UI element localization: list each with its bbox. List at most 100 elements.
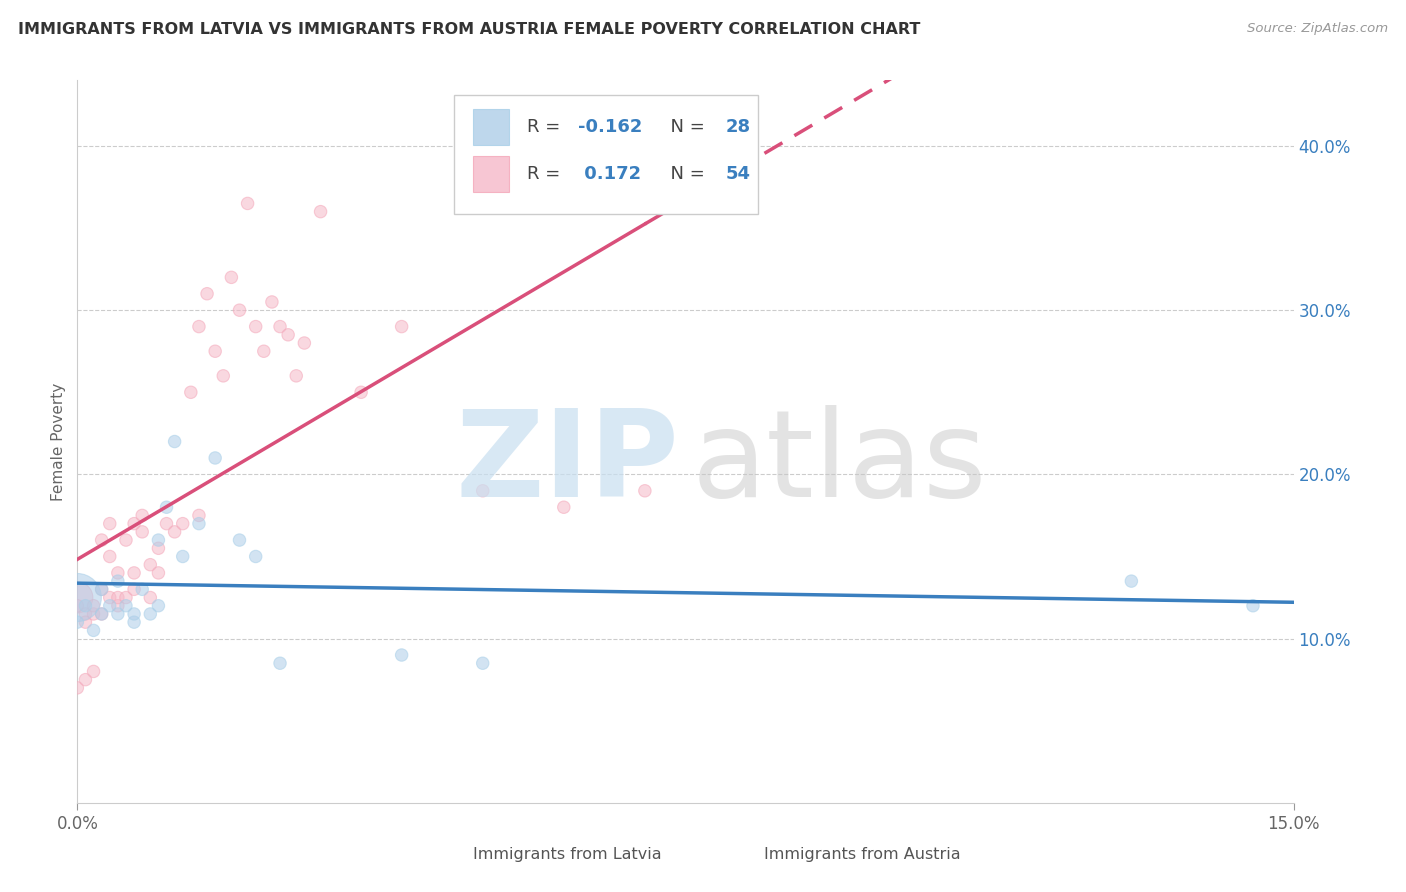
FancyBboxPatch shape (436, 843, 463, 870)
Point (188, 508, 211, 523)
Point (122, 615, 145, 630)
Point (277, 327, 299, 342)
Point (66, 591, 89, 605)
Point (107, 574, 129, 588)
Point (83, 665, 105, 679)
Point (148, 566, 170, 580)
Point (1241, 599, 1264, 613)
Point (155, 516, 177, 531)
Point (66, 615, 89, 630)
Point (245, 319, 267, 334)
Point (204, 450, 226, 465)
Point (75, 599, 97, 613)
Point (391, 319, 413, 334)
Point (260, 295, 283, 310)
Point (292, 336, 315, 351)
Point (634, 483, 657, 498)
Point (122, 516, 145, 531)
Point (122, 566, 145, 580)
Point (204, 344, 226, 359)
Point (139, 558, 162, 572)
Point (75, 615, 97, 630)
Point (180, 385, 202, 400)
Point (122, 582, 145, 597)
Text: R =: R = (527, 165, 567, 183)
FancyBboxPatch shape (454, 95, 758, 214)
FancyBboxPatch shape (728, 843, 755, 870)
Point (228, 303, 250, 318)
FancyBboxPatch shape (472, 109, 509, 145)
Y-axis label: Female Poverty: Female Poverty (51, 383, 66, 500)
Point (228, 533, 250, 547)
Point (107, 607, 129, 621)
Point (269, 319, 291, 334)
Point (350, 385, 373, 400)
Point (471, 483, 494, 498)
Text: R =: R = (527, 119, 567, 136)
Text: atlas: atlas (692, 405, 987, 522)
Point (98, 599, 121, 613)
Point (107, 566, 129, 580)
Point (139, 591, 162, 605)
Point (90, 582, 112, 597)
Point (471, 657, 494, 671)
Point (236, 196, 259, 211)
Point (553, 500, 575, 515)
Text: 54: 54 (725, 165, 751, 183)
Point (163, 434, 186, 449)
Point (221, 270, 243, 285)
Point (122, 607, 145, 621)
Point (212, 368, 235, 383)
Point (83, 624, 105, 638)
Text: 28: 28 (725, 119, 751, 136)
Point (83, 599, 105, 613)
Point (90, 607, 112, 621)
Point (155, 500, 177, 515)
Point (188, 516, 211, 531)
Point (253, 344, 276, 359)
Point (391, 648, 413, 662)
Point (148, 541, 170, 556)
Point (83, 607, 105, 621)
Point (98, 591, 121, 605)
Point (98, 549, 121, 564)
Text: N =: N = (658, 119, 710, 136)
Point (172, 549, 194, 564)
Point (195, 286, 218, 301)
Point (75, 607, 97, 621)
Point (245, 549, 267, 564)
FancyBboxPatch shape (472, 156, 509, 193)
Point (309, 204, 332, 219)
Point (139, 607, 162, 621)
Text: 0.172: 0.172 (578, 165, 641, 183)
Point (90, 533, 112, 547)
Point (107, 599, 129, 613)
Text: Immigrants from Austria: Immigrants from Austria (765, 847, 962, 863)
Point (1121, 574, 1143, 588)
Point (98, 516, 121, 531)
Point (115, 533, 138, 547)
Point (131, 582, 153, 597)
Text: ZIP: ZIP (456, 405, 679, 522)
Point (131, 508, 153, 523)
Point (148, 533, 170, 547)
Point (66, 599, 89, 613)
Point (188, 319, 211, 334)
Point (115, 599, 138, 613)
Point (90, 582, 112, 597)
Point (66, 591, 89, 605)
Text: Source: ZipAtlas.com: Source: ZipAtlas.com (1247, 22, 1388, 36)
Point (90, 607, 112, 621)
Text: Immigrants from Latvia: Immigrants from Latvia (472, 847, 661, 863)
Point (163, 524, 186, 539)
Point (75, 673, 97, 687)
Point (115, 591, 138, 605)
Text: -0.162: -0.162 (578, 119, 643, 136)
Point (66, 681, 89, 695)
Point (148, 599, 170, 613)
Point (107, 591, 129, 605)
Point (269, 657, 291, 671)
Point (285, 368, 308, 383)
Point (172, 516, 194, 531)
Text: IMMIGRANTS FROM LATVIA VS IMMIGRANTS FROM AUSTRIA FEMALE POVERTY CORRELATION CHA: IMMIGRANTS FROM LATVIA VS IMMIGRANTS FRO… (18, 22, 921, 37)
